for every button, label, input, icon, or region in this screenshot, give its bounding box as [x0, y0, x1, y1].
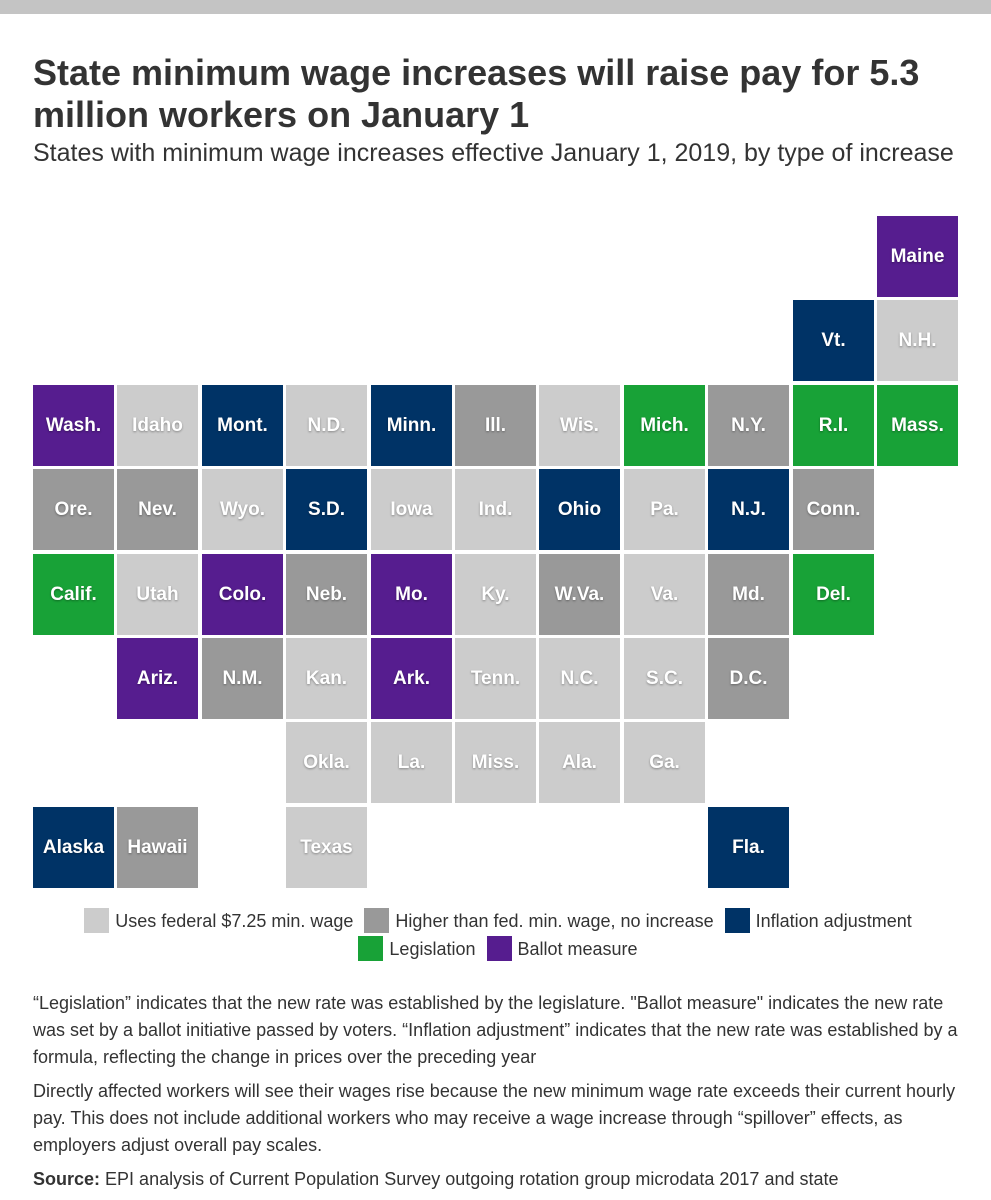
state-tile-texas[interactable]: Texas [286, 807, 367, 888]
state-tile-n-c[interactable]: N.C. [539, 638, 620, 719]
state-tile-pa[interactable]: Pa. [624, 469, 705, 550]
state-tile-r-i[interactable]: R.I. [793, 385, 874, 466]
legend-label-federal: Uses federal $7.25 min. wage [115, 911, 354, 931]
state-tile-n-m[interactable]: N.M. [202, 638, 283, 719]
state-tile-tenn[interactable]: Tenn. [455, 638, 536, 719]
state-tile-minn[interactable]: Minn. [371, 385, 452, 466]
state-tile-nev[interactable]: Nev. [117, 469, 198, 550]
state-tile-kan[interactable]: Kan. [286, 638, 367, 719]
state-tile-mich[interactable]: Mich. [624, 385, 705, 466]
legend-item-inflation: Inflation adjustment [724, 907, 912, 935]
notes: “Legislation” indicates that the new rat… [33, 990, 968, 1200]
state-tile-maine[interactable]: Maine [877, 216, 958, 297]
state-tile-ga[interactable]: Ga. [624, 722, 705, 803]
state-tile-ind[interactable]: Ind. [455, 469, 536, 550]
chart-subtitle: States with minimum wage increases effec… [33, 139, 954, 167]
state-tile-n-j[interactable]: N.J. [708, 469, 789, 550]
state-tile-md[interactable]: Md. [708, 554, 789, 635]
state-tile-vt[interactable]: Vt. [793, 300, 874, 381]
state-tile-ala[interactable]: Ala. [539, 722, 620, 803]
legend-label-higher: Higher than fed. min. wage, no increase [395, 911, 714, 931]
legend-label-ballot: Ballot measure [517, 939, 638, 959]
state-tile-mass[interactable]: Mass. [877, 385, 958, 466]
legend-swatch-legislation [358, 936, 384, 961]
state-tile-mo[interactable]: Mo. [371, 554, 452, 635]
state-tile-ohio[interactable]: Ohio [539, 469, 620, 550]
legend-item-federal: Uses federal $7.25 min. wage [84, 907, 353, 935]
legend: Uses federal $7.25 min. wage Higher than… [33, 907, 963, 963]
state-tile-d-c[interactable]: D.C. [708, 638, 789, 719]
state-tile-iowa[interactable]: Iowa [371, 469, 452, 550]
state-tile-s-c[interactable]: S.C. [624, 638, 705, 719]
state-tile-colo[interactable]: Colo. [202, 554, 283, 635]
state-tile-ill[interactable]: Ill. [455, 385, 536, 466]
definitions-note: “Legislation” indicates that the new rat… [33, 993, 958, 1067]
state-tile-neb[interactable]: Neb. [286, 554, 367, 635]
state-tile-map: Maine Vt. N.H. Wash. Idaho Mont. N.D. Minn. Ill.… [33, 216, 958, 888]
legend-swatch-federal [84, 908, 110, 933]
state-tile-w-va[interactable]: W.Va. [539, 554, 620, 635]
state-tile-idaho[interactable]: Idaho [117, 385, 198, 466]
legend-label-inflation: Inflation adjustment [755, 911, 912, 931]
top-bar [0, 0, 991, 14]
state-tile-hawaii[interactable]: Hawaii [117, 807, 198, 888]
state-tile-va[interactable]: Va. [624, 554, 705, 635]
state-tile-n-d[interactable]: N.D. [286, 385, 367, 466]
source-label: Source: [33, 1169, 101, 1189]
state-tile-n-y[interactable]: N.Y. [708, 385, 789, 466]
state-tile-miss[interactable]: Miss. [455, 722, 536, 803]
legend-item-legislation: Legislation [358, 935, 475, 963]
state-tile-mont[interactable]: Mont. [202, 385, 283, 466]
source-note: Source: EPI analysis of Current Populati… [33, 1166, 968, 1193]
chart-title: State minimum wage increases will raise … [33, 52, 920, 135]
state-tile-alaska[interactable]: Alaska [33, 807, 114, 888]
state-tile-ariz[interactable]: Ariz. [117, 638, 198, 719]
legend-swatch-ballot [486, 936, 512, 961]
state-tile-la[interactable]: La. [371, 722, 452, 803]
state-tile-n-h[interactable]: N.H. [877, 300, 958, 381]
legend-label-legislation: Legislation [389, 939, 476, 959]
state-tile-wis[interactable]: Wis. [539, 385, 620, 466]
state-tile-ore[interactable]: Ore. [33, 469, 114, 550]
state-tile-wash[interactable]: Wash. [33, 385, 114, 466]
legend-item-ballot: Ballot measure [486, 935, 638, 963]
state-tile-ark[interactable]: Ark. [371, 638, 452, 719]
state-tile-utah[interactable]: Utah [117, 554, 198, 635]
legend-swatch-inflation [724, 908, 750, 933]
affected-workers-note: Directly affected workers will see their… [33, 1081, 956, 1155]
state-tile-s-d[interactable]: S.D. [286, 469, 367, 550]
legend-item-higher: Higher than fed. min. wage, no increase [364, 907, 714, 935]
state-tile-conn[interactable]: Conn. [793, 469, 874, 550]
state-tile-del[interactable]: Del. [793, 554, 874, 635]
state-tile-wyo[interactable]: Wyo. [202, 469, 283, 550]
legend-swatch-higher [364, 908, 390, 933]
state-tile-fla[interactable]: Fla. [708, 807, 789, 888]
state-tile-okla[interactable]: Okla. [286, 722, 367, 803]
state-tile-calif[interactable]: Calif. [33, 554, 114, 635]
state-tile-ky[interactable]: Ky. [455, 554, 536, 635]
source-text: EPI analysis of Current Population Surve… [105, 1169, 839, 1189]
